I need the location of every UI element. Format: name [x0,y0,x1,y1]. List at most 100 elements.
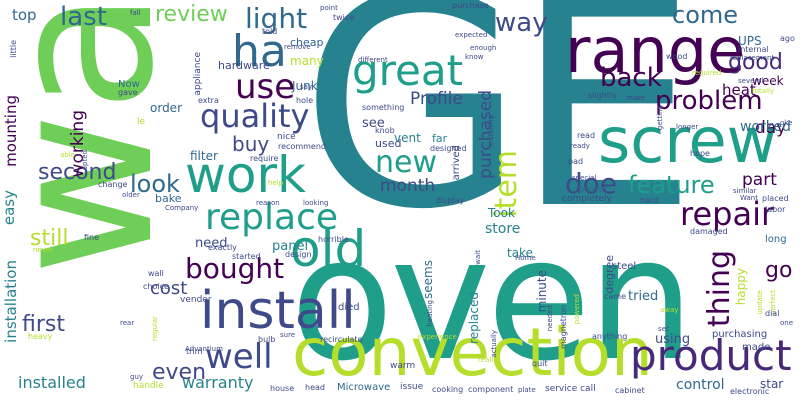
word: le [137,117,146,127]
word: extra [198,96,219,105]
word: back [600,63,662,93]
word: electronic [730,387,770,396]
word: quit [532,359,548,368]
word: look [130,170,180,198]
word: died [338,302,360,313]
word: installation [2,260,20,343]
word: vent [394,131,421,145]
word: cooking [432,385,464,394]
word: away [660,306,679,314]
word: ago [780,34,795,43]
word: design [285,250,312,259]
word: see [362,116,385,131]
word: told [262,27,278,36]
word: powered [573,294,581,325]
word: replaced [467,292,481,344]
word: purchase [452,1,489,10]
word: expected [455,31,488,39]
word: Profile [410,89,463,109]
word: purchasing [712,329,768,340]
word: replacement [730,54,775,62]
word: quality [200,97,310,135]
word: know [465,53,484,61]
word: issue [400,382,424,392]
word: heating [426,300,434,327]
word: fall [130,9,141,17]
word: make [626,94,646,102]
word: never [33,246,54,254]
word: longer [676,123,699,131]
word: first [22,312,65,337]
word: enough [470,44,497,52]
word: totally [752,87,775,95]
word: made [742,342,771,353]
word: week [752,74,784,88]
word: hardware [218,59,270,72]
word: use [235,67,296,107]
word: appliance [193,52,203,96]
word: one [780,319,794,327]
word: house [270,384,295,393]
word: little [9,40,18,58]
word: panel [272,239,309,254]
word: convection [292,314,653,391]
word: similar [733,187,757,195]
word: looking [303,199,329,207]
word: special [572,174,597,182]
word: well [205,337,273,377]
word: go [765,258,793,283]
word: Microwave [337,382,391,393]
word: opted [81,150,89,171]
word: far [432,132,448,145]
word: ha [232,26,287,77]
word: trim [186,347,203,356]
word: install [200,281,356,341]
word: top [12,6,37,24]
word: GE [300,0,698,273]
word: screw [598,104,778,177]
word: come [672,1,739,29]
word: thing [702,250,737,328]
word: buy [232,132,270,156]
word: light [245,2,308,35]
word: require [250,154,279,163]
word: internal [738,45,769,54]
word: getting [656,105,664,131]
word: set [658,325,669,333]
word: knob [375,126,395,135]
word: Now [118,79,140,90]
word: star [760,377,784,391]
word: even [152,360,207,385]
word: ready [570,142,590,150]
word: Home [515,254,536,262]
word: started [232,252,261,261]
word: take [507,246,533,260]
word: designed [430,144,467,153]
word: many [290,54,324,68]
word: good [728,50,783,75]
word: long [765,234,787,245]
word: control [676,377,725,393]
word: oke [780,119,793,127]
word: review [155,2,228,27]
word: actually [490,330,498,358]
word: product [630,331,792,380]
word: choice [143,282,169,291]
word: problem [655,86,763,116]
word: seems [421,260,435,299]
word: hole [296,96,314,105]
word: Junk [292,79,318,93]
word: older [122,191,140,199]
word: reason [256,199,280,207]
word: Advantium [185,345,223,353]
word: oven [290,201,695,399]
word: UPS [738,34,762,48]
word: read [577,131,596,140]
word: day [755,118,787,138]
word: help [268,179,284,187]
word: order [150,101,182,115]
word: steel [612,261,637,272]
word: head [305,383,325,392]
word: cabinet [615,386,645,395]
